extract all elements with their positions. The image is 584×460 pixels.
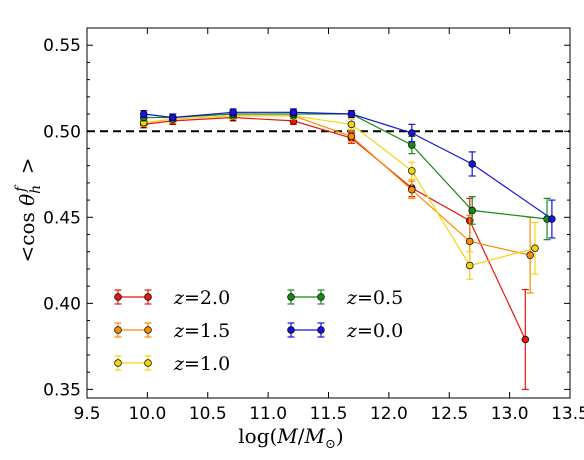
legend-item: z=0.0 <box>287 320 403 342</box>
data-point <box>468 160 476 168</box>
data-point <box>468 206 476 215</box>
x-tick-label: 12.5 <box>430 404 468 424</box>
y-tick-label: 0.35 <box>43 380 81 400</box>
legend-label: z=1.0 <box>173 353 230 375</box>
data-point <box>347 110 356 118</box>
series-line <box>143 116 526 340</box>
data-point <box>408 141 416 149</box>
x-tick-label: 9.5 <box>73 404 100 424</box>
y-tick-label: 0.40 <box>43 294 81 314</box>
legend-label-value: =0.5 <box>357 287 403 309</box>
legend-marker <box>114 359 122 367</box>
svg-text:log(M/M⊙): log(M/M⊙) <box>238 424 343 452</box>
legend-item: z=1.0 <box>114 353 230 375</box>
legend-label-value: =1.0 <box>184 353 230 375</box>
series-line <box>143 115 536 267</box>
legend-label: z=1.5 <box>173 320 230 342</box>
legend-label: z=0.5 <box>346 287 403 309</box>
data-point <box>408 129 416 137</box>
data-point <box>140 110 148 118</box>
legend-marker <box>114 293 122 301</box>
legend-label-value: =2.0 <box>184 287 230 309</box>
x-tick-label: 11.5 <box>310 404 348 424</box>
series-layer <box>140 108 556 390</box>
data-point <box>289 108 298 117</box>
x-tick-label: 11.0 <box>249 404 287 424</box>
x-tick-label: 13.5 <box>551 404 584 424</box>
data-point <box>347 120 356 129</box>
y-tick-label: 0.55 <box>43 36 81 56</box>
legend-label-var: z <box>173 287 185 309</box>
axis-tick-labels: 9.5 10.0 10.5 11.0 11.5 12.0 12.5 13.0 13.5 0.35 0… <box>43 36 584 424</box>
data-point <box>531 244 539 253</box>
x-tick-label: 13.0 <box>491 404 529 424</box>
data-point <box>466 261 474 270</box>
legend-label-var: z <box>346 320 358 342</box>
legend-marker <box>144 359 152 367</box>
legend-label-var: z <box>173 320 185 342</box>
x-axis-label: log(M/M⊙) <box>238 424 343 452</box>
legend-label-var: z <box>346 287 358 309</box>
legend-marker <box>114 326 122 334</box>
y-tick-label: 0.45 <box>43 208 81 228</box>
data-point <box>526 251 534 259</box>
legend-label: z=0.0 <box>346 320 403 342</box>
legend-marker <box>287 293 295 301</box>
legend-marker <box>317 293 325 301</box>
svg-text:<cos θhf >: <cos θhf > <box>13 157 44 262</box>
series-line <box>143 111 553 220</box>
y-axis-label: <cos θhf > <box>13 157 44 262</box>
x-tick-label: 10.0 <box>128 404 166 424</box>
data-point <box>229 108 237 117</box>
legend-item: z=1.5 <box>114 320 230 342</box>
data-point <box>548 215 556 223</box>
data-point <box>521 335 530 344</box>
legend-marker <box>144 326 152 334</box>
legend-label: z=2.0 <box>173 287 230 309</box>
data-point <box>466 237 474 246</box>
legend-item: z=0.5 <box>287 287 403 309</box>
x-tick-label: 10.5 <box>189 404 227 424</box>
series-z-0-0 <box>140 108 556 239</box>
data-point <box>408 186 416 194</box>
y-tick-label: 0.50 <box>43 122 81 142</box>
legend-marker <box>287 326 295 334</box>
data-point <box>408 167 416 175</box>
legend-label-value: =1.5 <box>184 320 230 342</box>
data-point <box>168 113 177 122</box>
legend-marker <box>144 293 152 301</box>
legend-marker <box>317 326 325 334</box>
legend-label-value: =0.0 <box>357 320 403 342</box>
x-tick-label: 12.0 <box>370 404 408 424</box>
data-point <box>347 132 356 141</box>
legend: z=2.0z=1.5z=1.0z=0.5z=0.0 <box>114 287 403 375</box>
legend-item: z=2.0 <box>114 287 230 309</box>
legend-label-var: z <box>173 353 185 375</box>
axis-ticks <box>86 28 571 398</box>
